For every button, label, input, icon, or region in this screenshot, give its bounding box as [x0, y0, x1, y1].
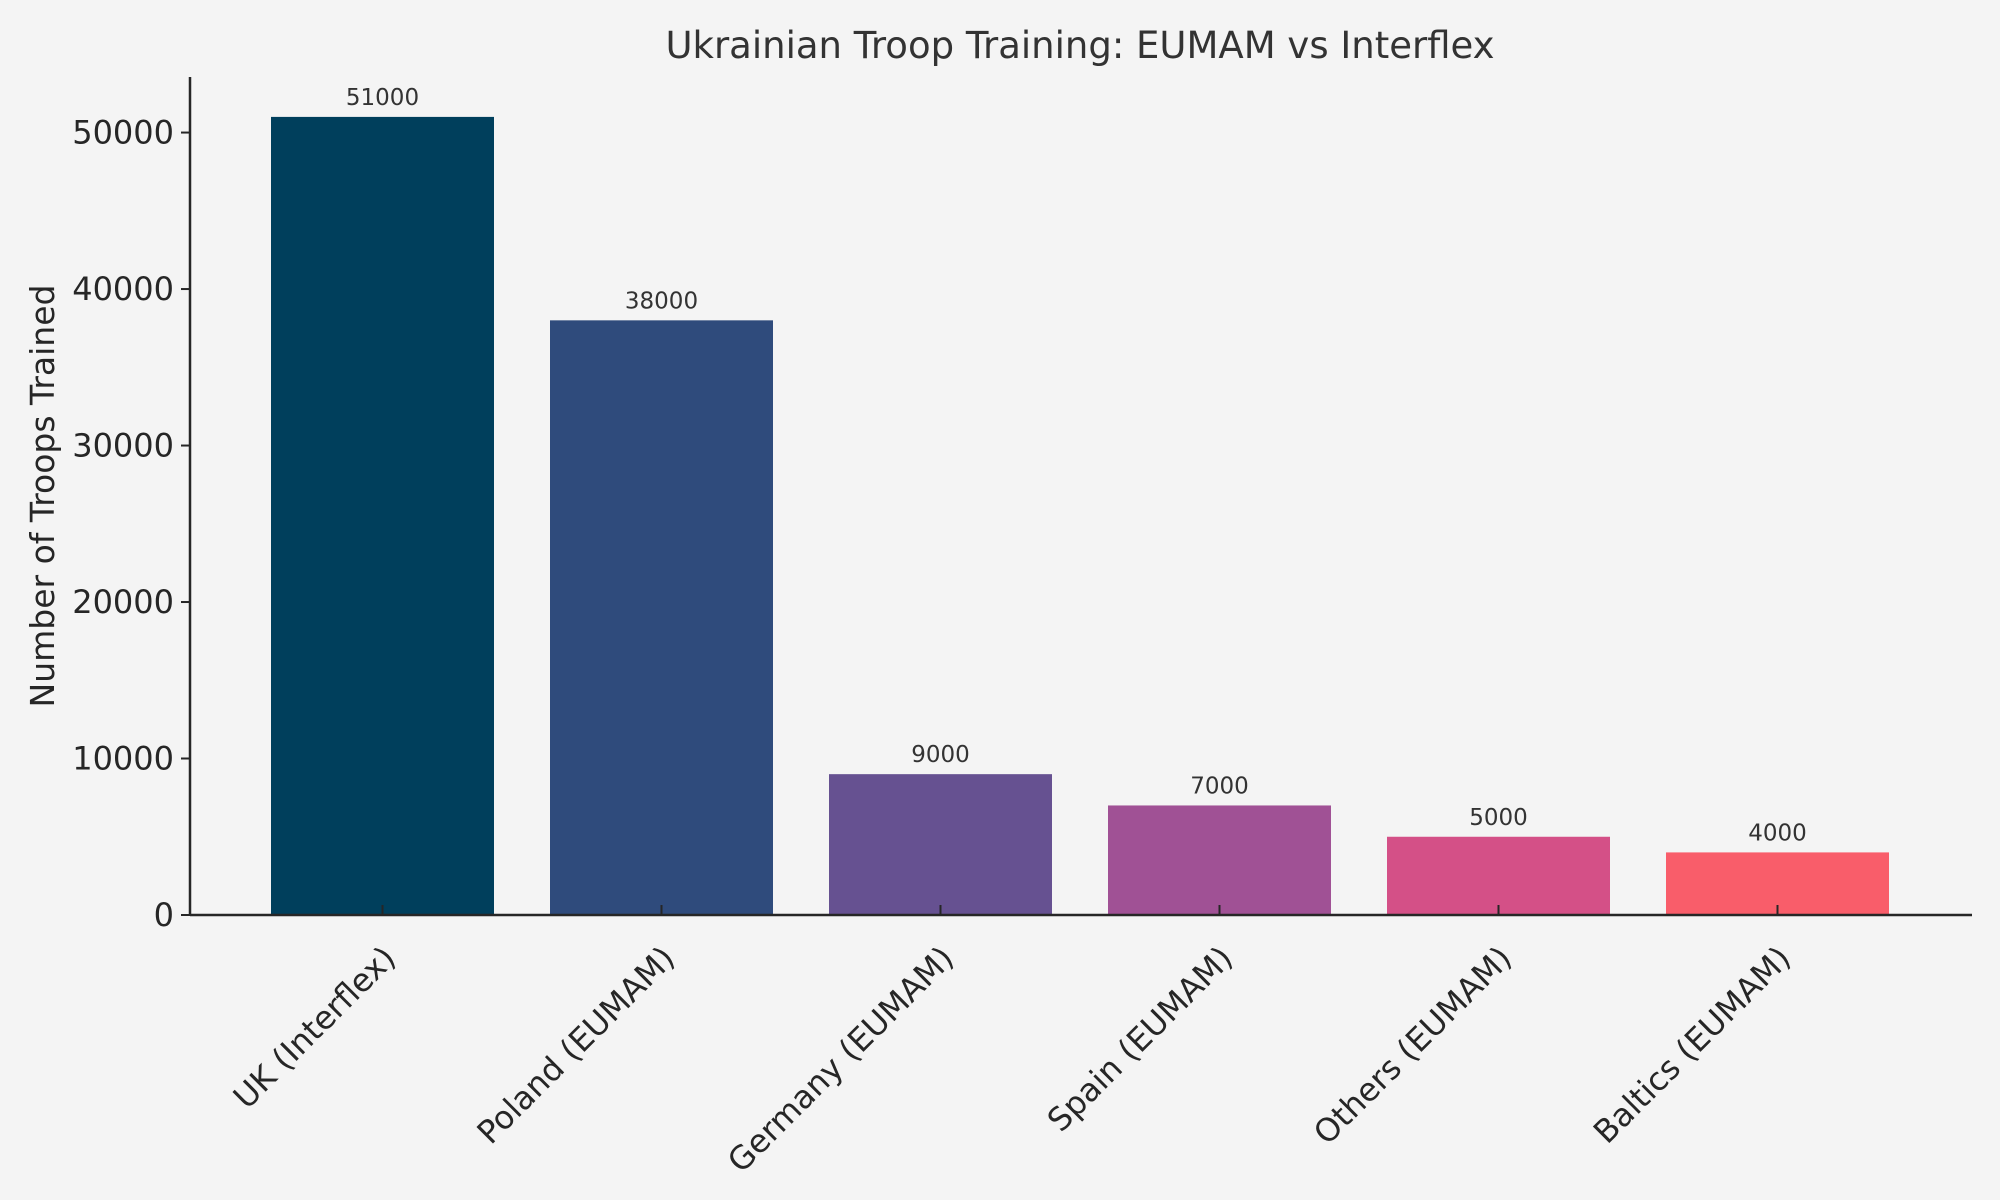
bar-value-label: 5000 [1469, 805, 1528, 831]
bar [550, 320, 773, 915]
y-tick-label: 40000 [72, 270, 174, 308]
bar [1387, 836, 1610, 915]
x-tick-label: Others (EUMAM) [1306, 939, 1519, 1152]
x-tick-label: Poland (EUMAM) [469, 939, 682, 1152]
bar-value-label: 38000 [625, 288, 698, 314]
bar-value-label: 7000 [1190, 773, 1249, 799]
chart-title: Ukrainian Troop Training: EUMAM vs Inter… [665, 24, 1494, 67]
bar [1666, 852, 1889, 915]
x-tick-label: Baltics (EUMAM) [1586, 939, 1798, 1151]
bars-layer [271, 116, 1889, 915]
x-tick-label: Germany (EUMAM) [720, 939, 961, 1180]
y-tick-label: 50000 [72, 114, 174, 152]
y-axis-label: Number of Troops Trained [23, 285, 62, 708]
value-labels-layer: 51000 38000 9000 7000 5000 4000 [346, 85, 1807, 846]
bar-value-label: 4000 [1748, 820, 1807, 846]
y-tick-label: 20000 [72, 583, 174, 621]
bar [271, 116, 494, 915]
y-tick-label: 0 [154, 896, 174, 934]
y-tick-label: 10000 [72, 740, 174, 778]
y-tick-label: 30000 [72, 427, 174, 465]
bar-value-label: 51000 [346, 85, 419, 111]
x-axis-ticks: UK (Interflex) Poland (EUMAM) Germany (EUM… [226, 905, 1798, 1180]
bar-value-label: 9000 [911, 742, 970, 768]
x-tick-label: UK (Interflex) [226, 939, 403, 1116]
y-axis-ticks: 0 10000 20000 30000 40000 50000 [72, 114, 190, 934]
x-tick-label: Spain (EUMAM) [1040, 939, 1240, 1139]
bar [829, 774, 1052, 915]
bar [1108, 805, 1331, 915]
